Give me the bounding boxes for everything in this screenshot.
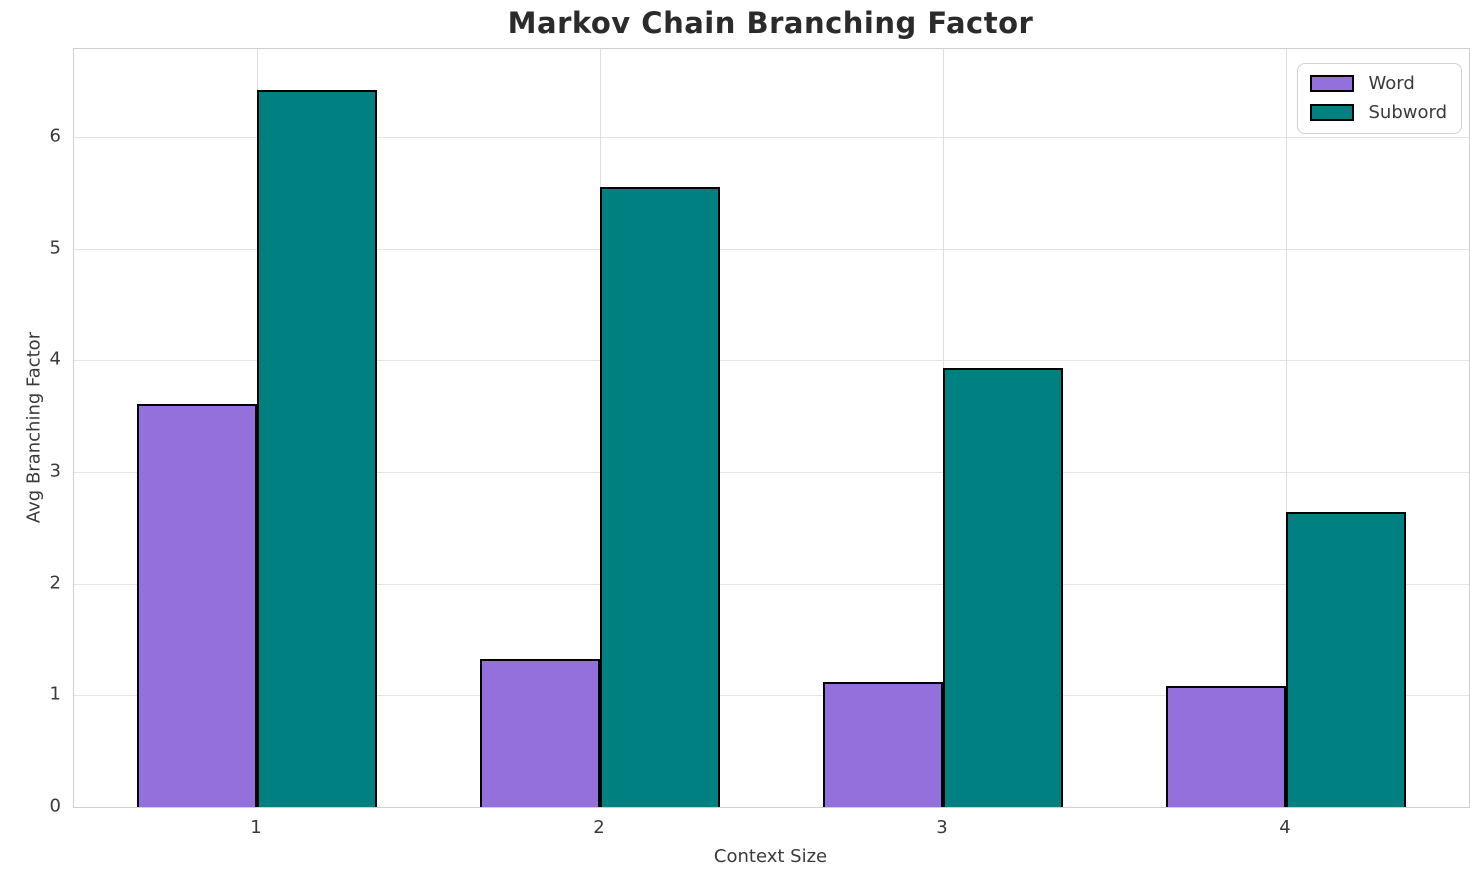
legend-swatch-word	[1310, 75, 1355, 93]
y-gridline	[74, 583, 1469, 585]
x-tick-label: 2	[593, 817, 605, 838]
x-axis-label: Context Size	[713, 846, 828, 867]
y-gridline	[74, 472, 1469, 474]
x-tick-label: 1	[250, 817, 262, 838]
y-tick-label: 1	[49, 683, 61, 705]
x-tick-label: 3	[936, 817, 948, 838]
bar-word-ctx2	[480, 658, 600, 807]
y-tick-label: 5	[49, 237, 61, 259]
legend: Word Subword	[1297, 63, 1462, 134]
x-tick-label: 4	[1279, 817, 1291, 838]
bar-word-ctx3	[823, 681, 943, 807]
legend-label: Word	[1368, 73, 1415, 94]
bar-word-ctx4	[1166, 686, 1286, 807]
bar-subword-ctx3	[943, 368, 1063, 807]
y-gridline	[74, 137, 1469, 139]
x-gridline	[1286, 49, 1287, 807]
y-tick-label: 4	[49, 348, 61, 370]
bar-word-ctx1	[137, 404, 257, 807]
legend-item-word: Word	[1310, 74, 1447, 94]
y-tick-label: 6	[49, 125, 61, 147]
y-gridline	[74, 360, 1469, 362]
bar-subword-ctx2	[600, 187, 720, 807]
plot-area: Word Subword	[73, 48, 1470, 808]
y-tick-label: 3	[49, 460, 61, 482]
chart-title: Markov Chain Branching Factor	[507, 6, 1034, 40]
bar-subword-ctx4	[1286, 512, 1406, 807]
y-gridline	[74, 248, 1469, 250]
y-tick-label: 0	[49, 795, 61, 817]
y-tick-label: 2	[49, 572, 61, 594]
bar-subword-ctx1	[257, 90, 377, 807]
legend-swatch-subword	[1310, 104, 1355, 122]
y-gridline	[74, 695, 1469, 697]
legend-item-subword: Subword	[1310, 101, 1447, 123]
legend-label: Subword	[1368, 101, 1447, 123]
